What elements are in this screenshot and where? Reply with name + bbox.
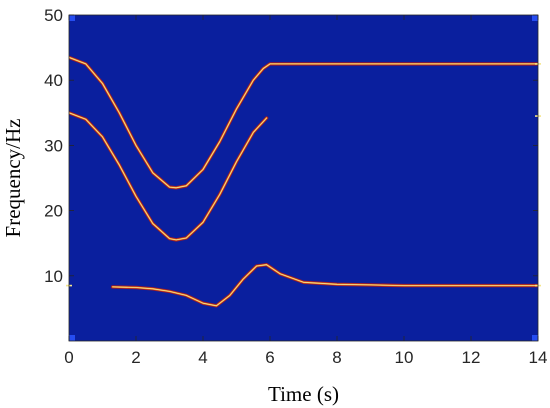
- y-axis-ticks: 10 20 30 40 50: [44, 6, 538, 286]
- series-1-line: [69, 112, 267, 241]
- x-tick-label-2: 2: [131, 348, 140, 367]
- x-tick-label-6: 6: [265, 348, 274, 367]
- series-0-line: [69, 57, 538, 189]
- y-tick-label-30: 30: [44, 136, 63, 155]
- y-tick-label-40: 40: [44, 71, 63, 90]
- series-0: [69, 55, 538, 190]
- x-axis-label: Time (s): [268, 382, 339, 406]
- x-tick-label-0: 0: [64, 348, 73, 367]
- x-tick-label-12: 12: [462, 348, 481, 367]
- corner-spot-3: [532, 335, 538, 341]
- series-2-line: [112, 264, 538, 307]
- series-2: [110, 263, 538, 308]
- corner-spot-0: [69, 15, 75, 21]
- series-1: [69, 111, 269, 242]
- x-axis-ticks: 0 2 4 6 8 10 12 14: [64, 15, 547, 367]
- y-axis-label: Frequency/Hz: [1, 119, 25, 238]
- series-layer: [69, 55, 538, 308]
- y-tick-label-50: 50: [44, 6, 63, 25]
- corner-spot-1: [532, 15, 538, 21]
- y-tick-label-10: 10: [44, 267, 63, 286]
- x-tick-label-8: 8: [332, 348, 341, 367]
- x-tick-label-10: 10: [395, 348, 414, 367]
- corner-spots: [69, 15, 538, 341]
- x-tick-label-14: 14: [529, 348, 548, 367]
- x-tick-label-4: 4: [198, 348, 207, 367]
- corner-spot-2: [69, 335, 75, 341]
- y-tick-label-20: 20: [44, 202, 63, 221]
- plot-frame: [68, 14, 539, 342]
